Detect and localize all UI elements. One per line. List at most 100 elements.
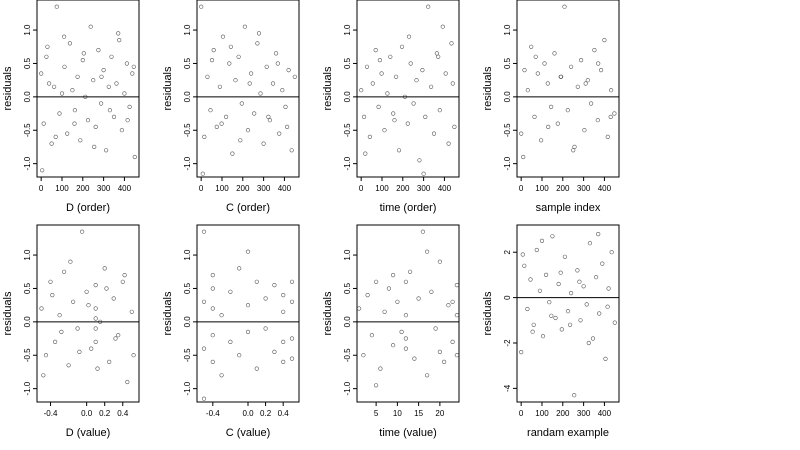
data-point <box>399 44 405 49</box>
data-point <box>568 64 574 69</box>
data-point <box>598 67 604 73</box>
data-point <box>107 359 112 365</box>
data-point <box>449 41 454 46</box>
y-tick-label: 0.0 <box>343 91 352 103</box>
data-point <box>583 81 588 86</box>
y-tick-label: -1.0 <box>503 156 512 170</box>
data-point <box>450 299 455 304</box>
data-point <box>454 313 460 318</box>
data-point <box>258 91 263 96</box>
data-point <box>450 81 455 86</box>
data-point <box>399 329 404 335</box>
data-point <box>382 128 387 133</box>
data-point <box>230 151 235 156</box>
y-tick-label: -0.5 <box>183 348 192 362</box>
data-point <box>612 320 617 325</box>
y-axis-label: residuals <box>322 291 334 336</box>
data-point <box>202 134 207 139</box>
data-point <box>72 121 77 126</box>
data-point <box>537 288 543 293</box>
plot-frame <box>36 224 140 403</box>
y-tick-label: -0.5 <box>343 123 352 137</box>
data-point <box>429 289 434 294</box>
data-point <box>416 296 421 301</box>
data-point <box>443 71 448 76</box>
data-point <box>89 346 94 351</box>
data-point <box>86 303 91 308</box>
data-point <box>210 359 215 365</box>
data-point <box>201 396 207 401</box>
y-tick-label: -1.0 <box>343 156 352 170</box>
data-point <box>565 309 571 314</box>
data-point <box>224 114 229 119</box>
data-point <box>575 84 580 89</box>
data-point <box>391 343 396 348</box>
data-point <box>41 373 46 378</box>
data-point <box>237 353 242 358</box>
data-point <box>101 67 106 73</box>
x-tick-label: 20 <box>435 409 444 418</box>
data-point <box>107 108 112 113</box>
data-point <box>429 84 434 89</box>
data-point <box>44 54 49 59</box>
x-tick-label: 0.2 <box>260 409 272 418</box>
x-tick-label: 300 <box>577 184 591 193</box>
data-point <box>219 121 224 126</box>
data-point <box>593 275 599 280</box>
data-point <box>247 81 252 86</box>
data-point <box>125 118 130 123</box>
y-tick-label: 1.0 <box>23 249 32 261</box>
data-point <box>572 393 577 398</box>
data-point <box>200 171 205 176</box>
data-point <box>525 88 530 93</box>
data-point <box>420 67 425 73</box>
data-point <box>252 111 257 116</box>
y-tick-label: -0.5 <box>183 123 192 137</box>
data-point <box>437 349 443 355</box>
data-point <box>39 71 44 76</box>
data-point <box>394 74 399 79</box>
data-point <box>242 24 247 29</box>
data-point <box>227 61 232 66</box>
data-point <box>208 108 213 113</box>
data-point <box>267 118 273 123</box>
data-point <box>362 114 367 119</box>
data-point <box>376 104 381 109</box>
data-point <box>125 379 130 385</box>
data-point <box>412 356 417 361</box>
data-point <box>426 4 431 9</box>
x-tick-label: 100 <box>215 184 229 193</box>
data-point <box>388 54 393 59</box>
y-tick-label: 0 <box>503 295 512 300</box>
data-point <box>266 114 271 119</box>
data-point <box>98 101 104 106</box>
data-point <box>249 71 254 76</box>
data-point <box>558 270 563 275</box>
data-point <box>417 158 422 163</box>
x-tick-label: 200 <box>556 184 570 193</box>
data-point <box>437 108 442 113</box>
panel-1: 0 100 200 300 400 -1.0 -0.5 0.0 0.5 1.0 D (order) r… <box>2 0 140 214</box>
data-point <box>201 229 207 234</box>
data-point <box>41 121 46 126</box>
x-tick-label: 0.0 <box>81 409 93 418</box>
y-tick-label: -1.0 <box>343 381 352 395</box>
y-tick-label: -0.5 <box>23 348 32 362</box>
data-point <box>285 124 290 129</box>
x-tick-label: 0.4 <box>117 409 129 418</box>
data-point <box>116 31 121 36</box>
data-point <box>254 279 259 284</box>
data-point <box>590 336 596 341</box>
data-point <box>245 329 251 335</box>
data-point <box>214 124 219 129</box>
data-point <box>119 128 124 133</box>
data-point <box>61 34 67 39</box>
data-point <box>199 4 204 9</box>
data-point <box>85 118 91 123</box>
data-point <box>84 289 89 294</box>
data-point <box>48 279 53 284</box>
data-point <box>277 131 282 136</box>
data-point <box>433 326 438 331</box>
data-point <box>446 141 451 146</box>
data-point <box>367 134 373 139</box>
